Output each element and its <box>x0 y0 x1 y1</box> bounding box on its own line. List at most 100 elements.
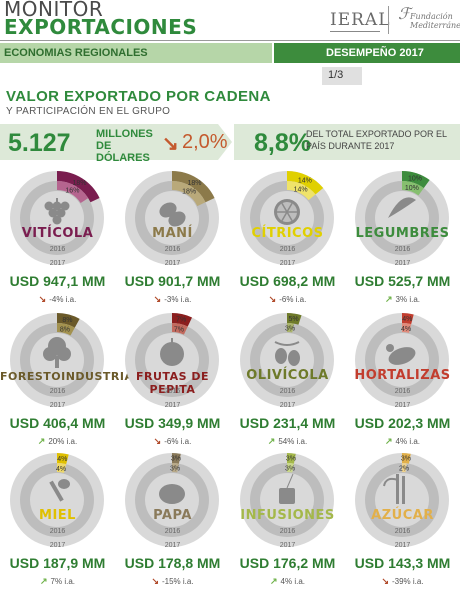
share-donut: 14%14% <box>240 171 334 265</box>
share-2017-arc <box>287 313 302 325</box>
donut-center <box>30 473 84 527</box>
yoy-change: ↘ -6% i.a. <box>115 436 230 447</box>
trend-up-arrow-icon: ↗ <box>269 576 278 586</box>
yoy-change-text: 54% i.a. <box>278 437 308 446</box>
share-2016-arc <box>172 463 179 473</box>
year-2016-label: 2016 <box>164 388 181 395</box>
share-2016-arc <box>287 181 316 201</box>
chain-card: 4% 4% HORTALIZAS 2016 2017 USD 202,3 MM ↗ 4% i.… <box>345 312 460 454</box>
chain-name: VITÍCOLA <box>21 226 94 241</box>
year-2017-label: 2017 <box>164 542 181 549</box>
share-donut: 8%8% <box>10 313 104 407</box>
trend-up-arrow-icon: ↗ <box>37 436 46 446</box>
share-2016-label: 14% <box>294 187 308 194</box>
year-2016-label: 2016 <box>279 246 296 253</box>
share-2017-arc <box>172 453 181 464</box>
peanut-icon <box>159 202 186 227</box>
year-2016-label: 2016 <box>279 528 296 535</box>
yoy-change: ↗ 54% i.a. <box>230 436 345 447</box>
chain-name: HORTALIZAS <box>354 368 451 383</box>
yoy-change: ↗ 3% i.a. <box>345 294 460 305</box>
yoy-change: ↗ 20% i.a. <box>0 436 115 447</box>
share-banner <box>234 124 460 160</box>
year-2017-label: 2017 <box>164 402 181 409</box>
trend-up-arrow-icon: ↗ <box>384 436 393 446</box>
chain-card: 14% 14% CÍTRICOS 2016 2017 USD 698,2 MM ↘ -6% i… <box>230 170 345 312</box>
chain-card: 18% 18% MANÍ 2016 2017 USD 901,7 MM ↘ -3% i.a. <box>115 170 230 312</box>
yoy-change: ↗ 4% i.a. <box>230 576 345 587</box>
share-2016-arc <box>402 323 412 333</box>
share-2017-label: 3% <box>171 456 181 463</box>
share-2016-arc <box>172 181 206 207</box>
chain-card: 8% 8% FORESTOINDUSTRIA 2016 2017 USD 406,4 MM… <box>0 312 134 454</box>
share-note: DEL TOTAL EXPORTADO POR EL PAÍS DURANTE … <box>306 129 447 151</box>
share-2016-arc <box>172 323 188 335</box>
share-2017-label: 4% <box>402 316 412 323</box>
year-2016-label: 2016 <box>394 388 411 395</box>
yoy-change-text: -15% i.a. <box>161 577 194 586</box>
share-donut: 18%18% <box>125 171 219 265</box>
export-value: USD 176,2 MM <box>239 555 336 571</box>
yoy-change: ↘ -39% i.a. <box>345 576 460 587</box>
year-2017-label: 2017 <box>279 260 296 267</box>
donut-center <box>260 333 314 387</box>
share-2017-arc <box>172 171 215 203</box>
share-2016-arc <box>57 323 75 336</box>
monitor-title: MONITOR EXPORTACIONES <box>4 0 197 37</box>
export-value: USD 143,3 MM <box>354 555 451 571</box>
share-2017-label: 3% <box>401 456 411 463</box>
year-2017-label: 2017 <box>164 260 181 267</box>
share-2017-label: 4% <box>57 456 67 463</box>
year-2016-label: 2016 <box>49 246 66 253</box>
section-title: VALOR EXPORTADO POR CADENA <box>6 88 271 105</box>
trend-up-arrow-icon: ↗ <box>384 294 393 304</box>
yoy-change-text: 7% i.a. <box>50 577 75 586</box>
pea-pod-icon <box>388 197 416 218</box>
chain-card: 4% 4% MIEL 2016 2017 USD 187,9 MM ↗ 7% i.a. <box>0 452 115 590</box>
chain-name: MIEL <box>39 508 76 523</box>
chain-name: INFUSIONES <box>240 508 335 523</box>
sugarcane-icon <box>383 474 405 504</box>
chain-name: FRUTAS DE PEPITA <box>136 370 209 396</box>
year-2017-label: 2017 <box>49 402 66 409</box>
share-donut: 3%3% <box>240 453 334 547</box>
trend-down-arrow-icon: ↘ <box>38 294 47 304</box>
year-2016-label: 2016 <box>164 528 181 535</box>
share-2017-label: 18% <box>72 180 86 187</box>
share-donut: 5%3% <box>240 313 334 407</box>
share-2017-arc <box>402 313 414 325</box>
header-divider <box>0 40 460 41</box>
share-2017-label: 8% <box>62 317 72 324</box>
share-2017-arc <box>287 453 296 464</box>
year-2017-label: 2017 <box>279 542 296 549</box>
yoy-change-text: 4% i.a. <box>280 577 305 586</box>
year-2016-label: 2016 <box>49 528 66 535</box>
fundacion-logo-text: Fundación Mediterránea <box>410 12 460 30</box>
trend-down-arrow-icon: ↘ <box>153 294 162 304</box>
yoy-change-text: -39% i.a. <box>391 577 424 586</box>
yoy-change-text: -6% i.a. <box>279 295 307 304</box>
export-value: USD 947,1 MM <box>9 273 106 289</box>
share-value: 8,8% <box>254 129 311 157</box>
section-bar: ECONOMIAS REGIONALES <box>0 43 272 63</box>
share-2016-arc <box>402 463 407 473</box>
export-value: USD 349,9 MM <box>124 415 221 431</box>
eggplant-icon <box>386 344 416 365</box>
export-value: USD 901,7 MM <box>124 273 221 289</box>
share-2017-label: 10% <box>408 176 422 183</box>
year-2016-label: 2016 <box>164 246 181 253</box>
banner-arrow-shape <box>218 124 232 160</box>
total-unit: MILLONES DE DÓLARES <box>96 128 153 164</box>
chain-card: 7% 7% FRUTAS DE PEPITA 2016 2017 USD 349,9 MM… <box>115 312 230 454</box>
share-2016-label: 3% <box>285 466 295 473</box>
share-donut: 4%4% <box>355 313 449 407</box>
share-2016-label: 10% <box>405 185 419 192</box>
share-2016-label: 2% <box>399 466 409 473</box>
chain-name: FORESTOINDUSTRIA <box>0 370 134 383</box>
export-value: USD 178,8 MM <box>124 555 221 571</box>
share-2016-label: 18% <box>182 188 196 195</box>
apple-icon <box>160 338 184 366</box>
report-bar: DESEMPEÑO 2017 <box>274 43 460 63</box>
yoy-change-text: -6% i.a. <box>164 437 192 446</box>
year-2017-label: 2017 <box>49 260 66 267</box>
